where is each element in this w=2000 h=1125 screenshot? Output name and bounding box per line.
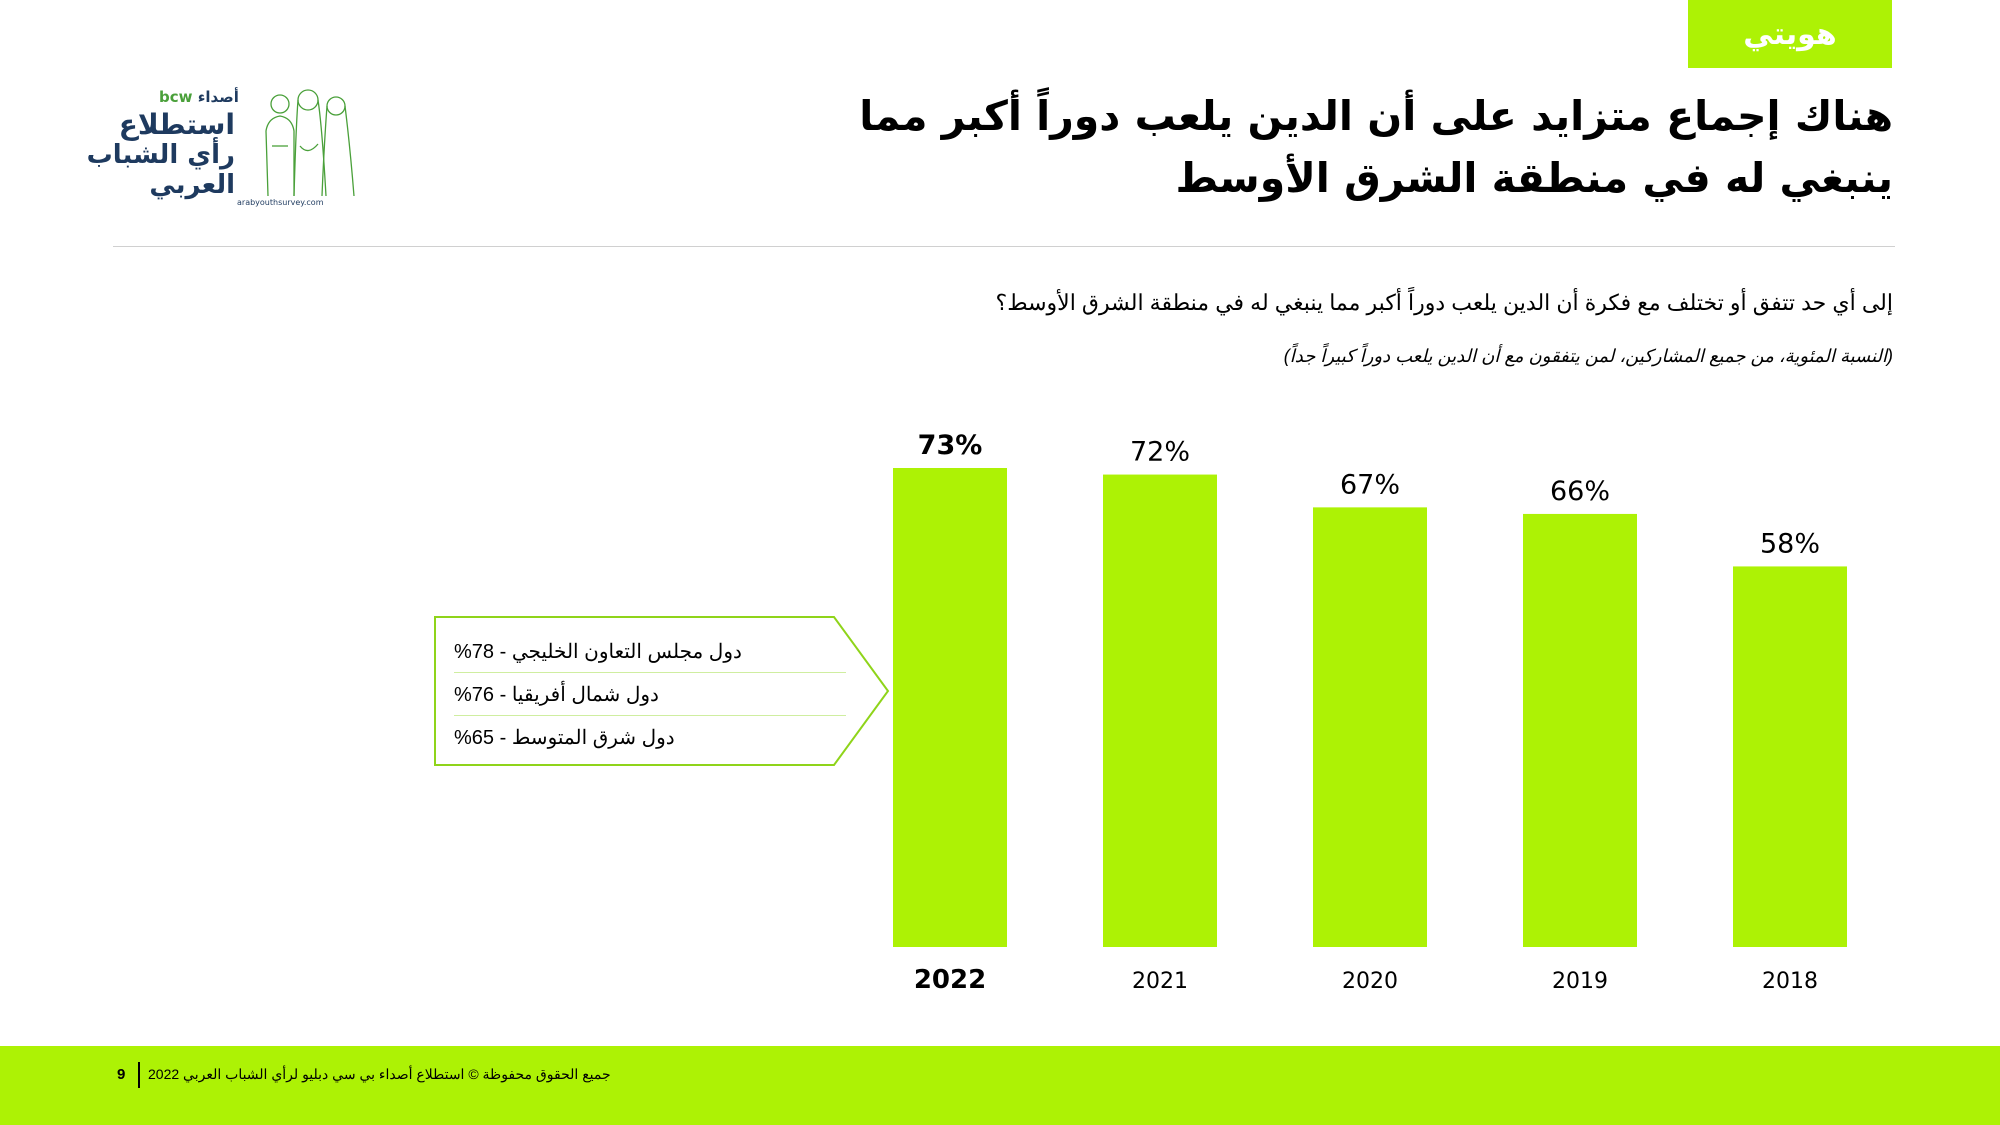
logo-url: arabyouthsurvey.com (237, 198, 324, 207)
copyright-text: جميع الحقوق محفوظة © استطلاع أصداء بي سي… (148, 1066, 611, 1082)
page-title: هناك إجماع متزايد على أن الدين يلعب دورا… (859, 92, 1893, 202)
data-label-2021: 72% (1130, 437, 1190, 468)
section-tag: هويتي (1688, 0, 1892, 68)
footer-bar: 9 جميع الحقوق محفوظة © استطلاع أصداء بي … (0, 1046, 2000, 1125)
regional-breakdown-callout: دول مجلس التعاون الخليجي - 78% دول شمال … (434, 616, 890, 766)
people-line-art-icon (265, 89, 355, 196)
x-tick-label-2020: 2020 (1342, 969, 1398, 994)
base-note: (النسبة المئوية، من جميع المشاركين، لمن … (1283, 346, 1893, 366)
callout-frame (434, 616, 890, 766)
x-tick-label-2022: 2022 (914, 965, 986, 995)
callout-row-gcc: دول مجلس التعاون الخليجي - 78% (454, 640, 742, 663)
bar-chart: 73% 2022 72% 2021 67% 2020 66% 2019 58% 2018 (893, 430, 1847, 995)
bar-2022 (893, 468, 1007, 947)
x-tick-label-2018: 2018 (1762, 969, 1818, 994)
callout-divider (454, 672, 846, 673)
logo-line-2: رأي الشباب (86, 140, 235, 170)
x-tick-label-2021: 2021 (1132, 969, 1188, 994)
logo-line-1: استطلاع (118, 108, 235, 141)
survey-logo: أصداء bcw استطلاع رأي الشباب العربي arab… (87, 86, 360, 216)
callout-row-north-africa: دول شمال أفريقيا - 76% (454, 683, 659, 706)
callout-divider (454, 715, 846, 716)
callout-row-levant: دول شرق المتوسط - 65% (454, 726, 675, 749)
bar-2020 (1313, 507, 1427, 947)
brand-wordmark: أصداء bcw (156, 88, 239, 106)
data-label-2022: 73% (918, 430, 983, 461)
x-tick-label-2019: 2019 (1552, 969, 1608, 994)
data-label-2019: 66% (1550, 476, 1610, 507)
brand-asdaa: أصداء (197, 88, 239, 106)
bar-2019 (1523, 513, 1637, 947)
bar-2018 (1733, 566, 1847, 947)
header-divider (113, 246, 1895, 247)
logo-line-3: العربي (149, 170, 235, 200)
footer-separator (138, 1062, 140, 1088)
page-number: 9 (117, 1066, 126, 1083)
bar-2021 (1103, 474, 1217, 947)
brand-bcw: bcw (159, 88, 193, 106)
data-label-2020: 67% (1340, 469, 1400, 500)
survey-question: إلى أي حد تتفق أو تختلف مع فكرة أن الدين… (995, 290, 1893, 315)
data-label-2018: 58% (1760, 528, 1820, 559)
